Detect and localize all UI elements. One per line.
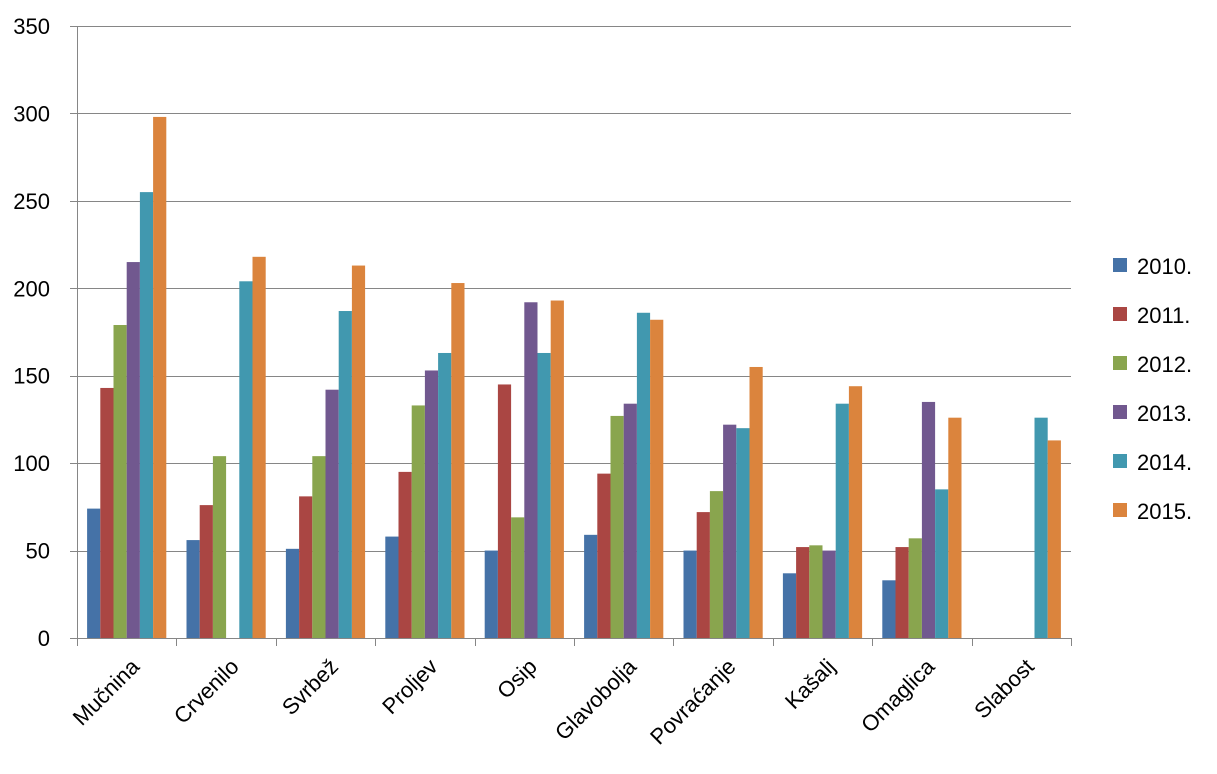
bar bbox=[948, 417, 962, 638]
bar bbox=[908, 538, 922, 638]
bar bbox=[126, 262, 140, 638]
y-tick-label: 300 bbox=[13, 101, 50, 126]
legend-item: 2013. bbox=[1113, 401, 1192, 426]
bar bbox=[749, 366, 763, 638]
bar bbox=[524, 302, 538, 638]
legend-item: 2012. bbox=[1113, 352, 1192, 377]
legend-label: 2013. bbox=[1137, 401, 1192, 426]
legend-swatch bbox=[1113, 454, 1127, 468]
y-tick-label: 250 bbox=[13, 189, 50, 214]
legend-swatch bbox=[1113, 405, 1127, 419]
bar bbox=[186, 540, 200, 638]
bar bbox=[584, 534, 598, 638]
bar bbox=[796, 547, 810, 638]
legend-item: 2011. bbox=[1113, 303, 1190, 328]
bar bbox=[451, 283, 465, 638]
bar bbox=[650, 319, 664, 638]
bar bbox=[424, 370, 439, 638]
legend-label: 2012. bbox=[1137, 352, 1192, 377]
legend-label: 2015. bbox=[1137, 499, 1192, 524]
bar bbox=[511, 517, 525, 638]
legend-item: 2010. bbox=[1113, 254, 1192, 279]
legend-label: 2010. bbox=[1137, 254, 1192, 279]
bar bbox=[782, 573, 797, 638]
y-tick-label: 50 bbox=[26, 539, 50, 564]
bar bbox=[351, 265, 366, 638]
legend-item: 2014. bbox=[1113, 450, 1192, 475]
bar bbox=[696, 512, 710, 638]
bar bbox=[736, 428, 750, 638]
y-tick-label: 0 bbox=[38, 626, 50, 651]
bar bbox=[597, 473, 611, 638]
bar bbox=[921, 401, 936, 638]
bar bbox=[935, 489, 949, 638]
bar bbox=[285, 548, 300, 638]
bar bbox=[398, 471, 412, 638]
bar bbox=[199, 505, 213, 638]
bar bbox=[1034, 417, 1048, 638]
legend-swatch bbox=[1113, 356, 1127, 370]
x-category-label: Glavobolja bbox=[550, 653, 642, 745]
x-category-label: Proljev bbox=[377, 654, 442, 719]
legend-swatch bbox=[1113, 258, 1127, 272]
bar bbox=[438, 352, 452, 638]
bar bbox=[484, 550, 498, 638]
bar bbox=[312, 456, 326, 638]
x-category-label: Povraćanje bbox=[645, 654, 741, 750]
bar bbox=[239, 281, 253, 638]
legend-label: 2014. bbox=[1137, 450, 1192, 475]
x-category-label: Svrbež bbox=[277, 654, 343, 720]
axes bbox=[70, 26, 1072, 646]
x-category-label: Omaglica bbox=[856, 653, 940, 737]
bar bbox=[537, 352, 551, 638]
bar bbox=[895, 547, 909, 638]
legend: 2010. 2011. 2012. 2013. 2014. 2015. bbox=[1113, 254, 1192, 524]
legend-label: 2011. bbox=[1137, 303, 1190, 328]
y-tick-label: 150 bbox=[13, 364, 50, 389]
bar bbox=[325, 389, 339, 638]
bar bbox=[723, 424, 737, 638]
bar bbox=[385, 536, 399, 638]
bar bbox=[87, 508, 101, 638]
bar bbox=[252, 256, 266, 638]
bar bbox=[550, 300, 564, 638]
legend-swatch bbox=[1113, 307, 1127, 321]
x-axis-labels: Mučnina Crvenilo Svrbež Proljev Osip Glavobol… bbox=[68, 653, 1039, 749]
y-tick-label: 350 bbox=[13, 14, 50, 39]
x-category-label: Kašalj bbox=[780, 654, 840, 714]
bar bbox=[299, 496, 313, 638]
bar bbox=[139, 192, 154, 639]
y-tick-label: 200 bbox=[13, 276, 50, 301]
x-category-label: Crvenilo bbox=[169, 654, 244, 729]
bar bbox=[636, 312, 651, 638]
legend-item: 2015. bbox=[1113, 499, 1192, 524]
bar bbox=[709, 491, 724, 638]
bar bbox=[153, 116, 167, 639]
x-category-label: Slabost bbox=[969, 654, 1039, 724]
bar bbox=[113, 325, 127, 638]
legend-swatch bbox=[1113, 503, 1127, 517]
bar bbox=[212, 456, 227, 638]
bar bbox=[848, 386, 863, 638]
bar bbox=[497, 384, 512, 638]
bar bbox=[411, 405, 425, 638]
y-axis-ticks: 0 50 100 150 200 250 300 350 bbox=[13, 14, 50, 651]
bar bbox=[835, 403, 849, 638]
bar bbox=[822, 550, 836, 638]
bar bbox=[809, 545, 823, 638]
y-tick-label: 100 bbox=[13, 451, 50, 476]
bars bbox=[87, 116, 1061, 639]
bar bbox=[683, 550, 697, 638]
bar bbox=[623, 403, 637, 638]
x-category-label: Osip bbox=[492, 654, 542, 704]
bar bbox=[100, 387, 114, 638]
x-category-label: Mučnina bbox=[68, 653, 145, 730]
bar bbox=[610, 415, 624, 638]
bar bbox=[882, 580, 896, 638]
bar bbox=[338, 311, 352, 638]
bar bbox=[1047, 440, 1061, 638]
